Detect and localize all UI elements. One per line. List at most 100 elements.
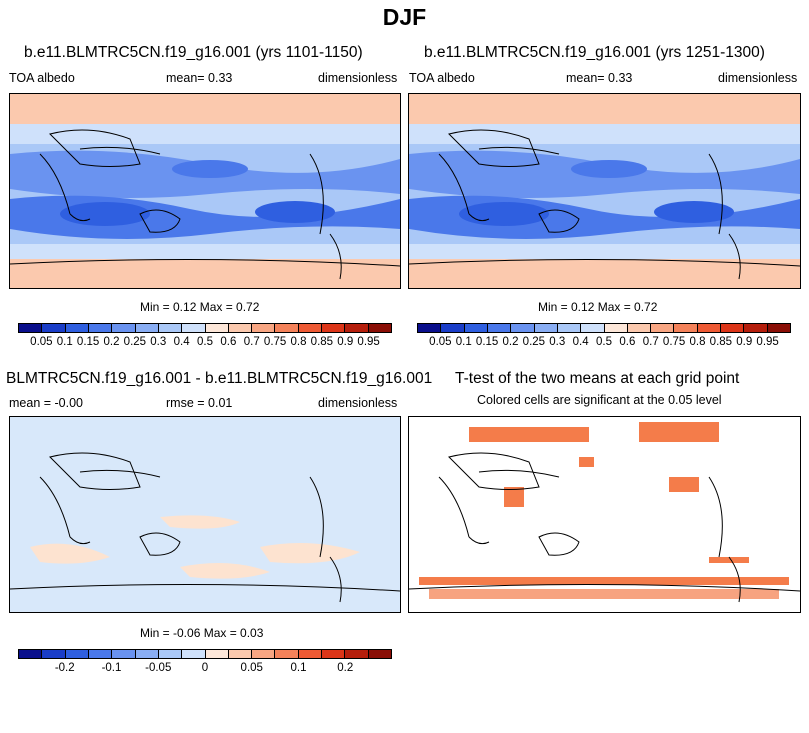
colorbar-swatch <box>135 324 159 332</box>
colorbar-tick-label: 0.8 <box>290 336 307 348</box>
panel4-map-graphic <box>409 422 800 603</box>
colorbar-swatch <box>627 324 652 332</box>
panel3-map-graphic <box>10 452 400 603</box>
colorbar-swatch <box>158 324 183 332</box>
panel1-units: dimensionless <box>318 71 398 85</box>
colorbar-swatch <box>697 324 722 332</box>
colorbar-tick-label: -0.1 <box>101 662 122 674</box>
colorbar-swatch <box>557 324 582 332</box>
colorbar-swatch <box>322 324 346 332</box>
colorbar-tick-label: 0.3 <box>549 336 566 348</box>
colorbar-swatch <box>298 324 323 332</box>
panel2-variable: TOA albedo <box>409 71 475 85</box>
colorbar-tick-label: 0.2 <box>103 336 120 348</box>
colorbar-swatch <box>487 324 512 332</box>
panel1-map-graphic <box>10 94 400 288</box>
panel2-mean: mean= 0.33 <box>566 71 633 85</box>
colorbar-tick-label: 0.75 <box>662 336 686 348</box>
panel2-minmax: Min = 0.12 Max = 0.72 <box>538 300 658 314</box>
colorbar-swatch <box>182 650 206 658</box>
colorbar-swatch <box>464 324 488 332</box>
colorbar-tick-label: -0.05 <box>145 662 172 674</box>
colorbar-tick-label: 0.85 <box>709 336 733 348</box>
colorbar-swatch <box>252 324 276 332</box>
panel1-map <box>9 93 401 289</box>
colorbar-tick-label: 0.6 <box>619 336 636 348</box>
colorbar-swatch <box>19 650 43 658</box>
colorbar-swatch <box>322 650 346 658</box>
panel1-minmax: Min = 0.12 Max = 0.72 <box>140 300 260 314</box>
colorbar-tick-label: 0.3 <box>150 336 167 348</box>
colorbar-swatch <box>135 650 159 658</box>
panel3-map <box>9 416 401 613</box>
colorbar-tick-label: 0.9 <box>337 336 354 348</box>
colorbar-swatch <box>228 650 253 658</box>
panel2-map-graphic <box>409 94 800 288</box>
colorbar-swatch <box>368 324 391 332</box>
colorbar-swatch <box>158 650 183 658</box>
colorbar-tick-label: 0 <box>201 662 209 674</box>
colorbar-swatch <box>275 324 299 332</box>
colorbar-swatch <box>19 324 43 332</box>
colorbar-swatch <box>744 324 768 332</box>
panel3-rmse: rmse = 0.01 <box>166 396 233 410</box>
colorbar-tick-label: 0.25 <box>522 336 546 348</box>
colorbar-swatch <box>721 324 745 332</box>
colorbar-swatch <box>65 650 89 658</box>
colorbar-tick-label: 0.9 <box>736 336 753 348</box>
colorbar-swatch <box>42 650 66 658</box>
colorbar-swatch <box>42 324 66 332</box>
colorbar-swatch <box>252 650 276 658</box>
colorbar-tick-label: 0.05 <box>240 662 263 674</box>
colorbar-swatch <box>441 324 465 332</box>
colorbar-swatch <box>581 324 605 332</box>
panel3-mean: mean = -0.00 <box>9 396 84 410</box>
colorbar-swatch <box>674 324 698 332</box>
colorbar-swatch <box>511 324 535 332</box>
colorbar-tick-label: 0.1 <box>56 336 73 348</box>
colorbar-swatch <box>112 324 136 332</box>
colorbar-swatch <box>534 324 558 332</box>
colorbar-tick-label: 0.95 <box>357 336 380 348</box>
panel2-colorbar <box>417 323 791 333</box>
colorbar-swatch <box>345 324 369 332</box>
panel4-title: T-test of the two means at each grid poi… <box>455 370 740 387</box>
colorbar-tick-label: -0.2 <box>54 662 75 674</box>
colorbar-tick-label: 0.6 <box>220 336 237 348</box>
colorbar-tick-label: 0.1 <box>455 336 472 348</box>
panel2-map <box>408 93 801 289</box>
panel2-units: dimensionless <box>718 71 798 85</box>
colorbar-tick-label: 0.25 <box>123 336 147 348</box>
colorbar-tick-label: 0.15 <box>76 336 100 348</box>
colorbar-swatch <box>182 324 206 332</box>
colorbar-swatch <box>298 650 323 658</box>
panel1-title: b.e11.BLMTRC5CN.f19_g16.001 (yrs 1101-11… <box>24 44 363 61</box>
colorbar-tick-label: 0.15 <box>475 336 499 348</box>
colorbar-tick-label: 0.7 <box>642 336 659 348</box>
colorbar-tick-label: 0.1 <box>290 662 307 674</box>
colorbar-tick-label: 0.5 <box>596 336 612 348</box>
colorbar-swatch <box>112 650 136 658</box>
panel3-title: BLMTRC5CN.f19_g16.001 - b.e11.BLMTRC5CN.… <box>6 370 433 387</box>
panel1-mean: mean= 0.33 <box>166 71 233 85</box>
colorbar-tick-label: 0.8 <box>689 336 706 348</box>
colorbar-tick-label: 0.05 <box>30 336 53 348</box>
colorbar-tick-label: 0.75 <box>263 336 287 348</box>
panel1-colorbar <box>18 323 392 333</box>
panel3-minmax: Min = -0.06 Max = 0.03 <box>140 626 264 640</box>
colorbar-tick-label: 0.05 <box>429 336 452 348</box>
colorbar-swatch <box>205 650 229 658</box>
colorbar-swatch <box>651 324 675 332</box>
colorbar-swatch <box>345 650 369 658</box>
colorbar-tick-label: 0.7 <box>243 336 260 348</box>
colorbar-swatch <box>767 324 790 332</box>
colorbar-tick-label: 0.4 <box>173 336 190 348</box>
colorbar-swatch <box>88 650 113 658</box>
colorbar-tick-label: 0.4 <box>572 336 589 348</box>
colorbar-swatch <box>205 324 229 332</box>
colorbar-swatch <box>88 324 113 332</box>
panel4-subtitle: Colored cells are significant at the 0.0… <box>477 393 722 407</box>
colorbar-tick-label: 0.85 <box>310 336 334 348</box>
colorbar-swatch <box>65 324 89 332</box>
colorbar-tick-label: 0.5 <box>197 336 213 348</box>
